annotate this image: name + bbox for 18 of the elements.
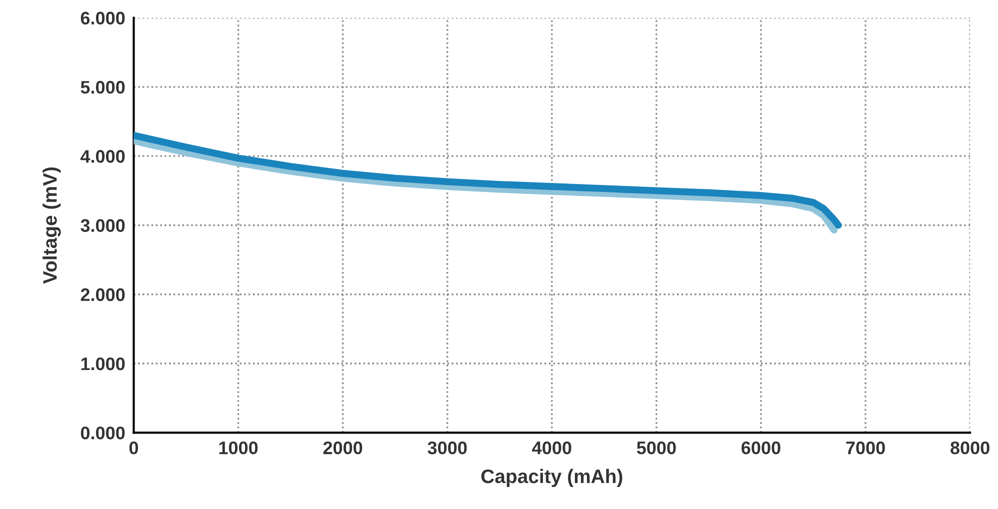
- y-tick-label: 4.000: [80, 150, 125, 163]
- x-tick-label: 5000: [636, 441, 676, 454]
- y-tick-label: 1.000: [81, 357, 125, 370]
- x-tick-label: 3000: [428, 441, 467, 454]
- x-tick-label: 1000: [219, 441, 258, 454]
- x-tick-label: 6000: [742, 441, 780, 454]
- y-tick-label: 3.000: [80, 219, 125, 232]
- x-axis-title: Capacity (mAh): [481, 468, 622, 488]
- y-tick-label: 2.000: [80, 288, 125, 302]
- y-tick-label: 5.000: [80, 80, 125, 94]
- x-tick-label: 8000: [950, 441, 990, 454]
- y-tick-label: 0.000: [80, 426, 125, 440]
- x-tick-label: 7000: [846, 441, 885, 454]
- y-tick-label: 6.000: [80, 12, 125, 25]
- y-axis-title: Voltage (mV): [42, 167, 61, 284]
- x-tick-label: 4000: [532, 441, 572, 454]
- x-tick-label: 0: [129, 441, 138, 454]
- x-tick-label: 2000: [323, 441, 362, 454]
